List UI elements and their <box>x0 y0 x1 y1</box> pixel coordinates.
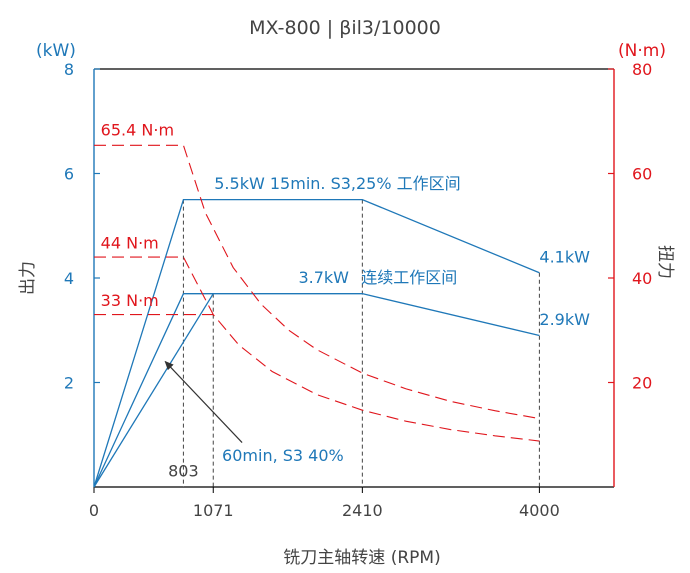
power-curve-3 <box>93 293 214 488</box>
right-axis-unit: (N·m) <box>618 41 666 61</box>
left-tick-label: 6 <box>64 165 74 184</box>
annotation-label: 60min, S3 40% <box>222 446 344 465</box>
annotation-label: 5.5kW 15min. S3,25% 工作区间 <box>214 174 460 193</box>
torque-curve-4 <box>94 144 540 420</box>
left-axis-unit: (kW) <box>36 41 76 61</box>
annotation-label: 2.9kW <box>539 310 590 329</box>
x-tick-label: 2410 <box>342 501 383 520</box>
plot-area: 0 1071 2410 4000 2 4 6 8 20 40 60 80 5.5kW 15min. S3… <box>64 60 653 520</box>
annotation-label: 3.7kW <box>298 268 349 287</box>
left-axis-label: 出力 <box>18 261 38 295</box>
power-curve-1 <box>93 198 540 488</box>
annotation-label: 33 N·m <box>101 291 159 310</box>
x-tick-label: 1071 <box>193 501 234 520</box>
annotation-label: 44 N·m <box>101 234 159 253</box>
right-tick-label: 40 <box>632 269 652 288</box>
left-tick-label: 2 <box>64 374 74 393</box>
annotation-arrow <box>164 360 243 444</box>
chart-title: MX-800 | βil3/10000 <box>249 17 441 39</box>
annotation-label: 4.1kW <box>539 247 590 266</box>
left-tick-label: 8 <box>64 60 74 79</box>
annotation-label: 连续工作区间 <box>361 268 457 287</box>
x-tick-label: 0 <box>89 501 99 520</box>
x-axis-label: 铣刀主轴转速 (RPM) <box>283 548 440 568</box>
torque-curve-5 <box>94 256 540 442</box>
annotation-label: 65.4 N·m <box>101 120 174 139</box>
right-tick-label: 20 <box>632 374 652 393</box>
right-tick-label: 60 <box>632 165 652 184</box>
right-tick-label: 80 <box>632 60 652 79</box>
right-axis-label: 扭力 <box>655 245 675 279</box>
x-tick-label: 4000 <box>519 501 560 520</box>
power-curve-2 <box>93 293 540 488</box>
left-tick-label: 4 <box>64 269 74 288</box>
annotation-label: 803 <box>168 462 199 481</box>
